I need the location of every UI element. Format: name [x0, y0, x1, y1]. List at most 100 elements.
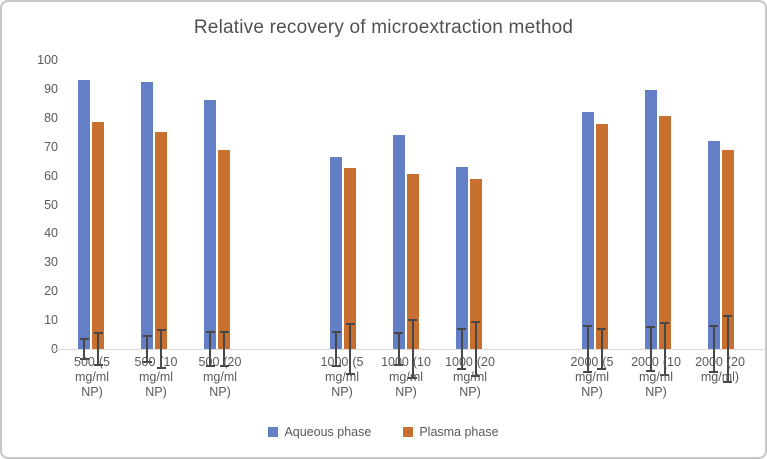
error-bar-cap [331, 330, 341, 333]
bar-aqueous-phase [644, 90, 657, 372]
y-axis: 0 10 20 30 40 50 60 70 80 90 100 [2, 53, 58, 356]
error-bar-cap [142, 335, 152, 337]
x-axis-line [52, 349, 765, 350]
bar-aqueous-phase [78, 80, 91, 361]
category-slot [626, 60, 689, 376]
error-bar-cap [723, 381, 733, 384]
bar-pair [60, 60, 123, 366]
bar-plasma-phase [658, 116, 671, 376]
error-bar-cap [723, 314, 733, 317]
category-slot [437, 60, 500, 378]
bar-plasma-phase [218, 149, 231, 368]
error-bar [223, 331, 226, 367]
error-bar [83, 338, 86, 360]
bar-pair [375, 60, 438, 379]
bar-plasma-phase [595, 123, 608, 371]
category-slot [375, 60, 438, 379]
error-bar-cap [408, 319, 418, 322]
error-bar [649, 327, 652, 371]
error-bar-cap [646, 326, 656, 329]
x-axis-label: 2000 (20 mg/ml) [695, 355, 745, 384]
category-slot [123, 60, 186, 369]
bar-slots [60, 60, 752, 384]
error-bar-cap [646, 369, 656, 372]
y-tick-label: 0 [51, 342, 58, 356]
error-bar-cap [583, 324, 593, 327]
error-bar-cap [79, 337, 89, 340]
error-bar [146, 336, 149, 362]
x-axis-label: 500 (20 mg/ml NP) [198, 355, 242, 399]
y-tick-label: 80 [44, 110, 58, 125]
error-bar [411, 320, 414, 378]
error-bar-cap [93, 363, 103, 366]
error-bar [474, 321, 477, 377]
legend-item: Aqueous phase [268, 425, 371, 439]
bar-pair [186, 60, 249, 368]
error-bar-cap [219, 365, 229, 368]
chart-title: Relative recovery of microextraction met… [193, 17, 574, 38]
error-bar [663, 322, 666, 375]
bar-aqueous-phase [330, 156, 343, 368]
error-bar-cap [597, 368, 607, 371]
bar-pair [689, 60, 752, 384]
y-tick-label: 10 [44, 313, 58, 328]
bar-plasma-phase [469, 178, 482, 378]
y-tick-label: 100 [37, 53, 58, 67]
error-bar-cap [345, 372, 355, 375]
bar-aqueous-phase [392, 135, 405, 366]
error-bar-cap [709, 371, 719, 374]
y-tick-label: 50 [44, 197, 58, 212]
error-bar-cap [156, 366, 166, 369]
category-slot [312, 60, 375, 375]
y-tick-label: 70 [44, 139, 58, 154]
error-bar [600, 328, 603, 370]
legend-item: Plasma phase [403, 425, 499, 439]
error-bar-cap [142, 361, 152, 363]
error-bar [209, 331, 212, 367]
y-tick-label: 30 [44, 255, 58, 270]
bar-plasma-phase [344, 168, 357, 375]
error-bar [460, 328, 463, 370]
x-axis-labels: 500 (5 mg/ml NP) 500 (10 mg/ml NP) 500 (20… [60, 355, 752, 400]
cluster-spacer [502, 355, 560, 400]
bar-pair [123, 60, 186, 369]
x-axis-label: 1000 (20 mg/ml NP) [445, 355, 495, 399]
bar-plasma-phase [155, 132, 168, 369]
error-bar-cap [457, 368, 467, 371]
error-bar [712, 325, 715, 373]
error-bar-cap [79, 358, 89, 361]
bar-pair [312, 60, 375, 375]
error-bar-cap [408, 376, 418, 379]
bar-pair [563, 60, 626, 374]
y-tick-label: 20 [44, 284, 58, 299]
error-bar [97, 333, 100, 365]
error-bar-cap [394, 363, 404, 366]
error-bar [726, 315, 729, 383]
error-bar-cap [156, 329, 166, 332]
bar-plasma-phase [92, 122, 105, 366]
error-bar [397, 333, 400, 365]
error-bar-cap [457, 327, 467, 330]
bar-pair [437, 60, 500, 378]
error-bar [160, 330, 163, 368]
category-slot [186, 60, 249, 368]
error-bar-cap [709, 324, 719, 327]
cluster-spacer [249, 60, 312, 349]
x-axis-label: 2000 (5 mg/ml NP) [570, 355, 614, 399]
x-axis-label: 2000 (10 mg/ml NP) [631, 355, 681, 399]
bar-aqueous-phase [707, 140, 720, 374]
error-bar-cap [93, 332, 103, 335]
legend: Aqueous phase Plasma phase [2, 425, 765, 439]
legend-label: Plasma phase [419, 425, 499, 439]
error-bar-cap [331, 365, 341, 368]
error-bar-cap [660, 374, 670, 376]
category-slot [563, 60, 626, 374]
error-bar-cap [660, 322, 670, 324]
error-bar-cap [471, 320, 481, 323]
error-bar-cap [205, 330, 215, 333]
bar-plasma-phase [406, 174, 419, 379]
error-bar-cap [205, 365, 215, 368]
x-axis-label: 500 (10 mg/ml NP) [134, 355, 178, 399]
y-tick-label: 90 [44, 81, 58, 96]
